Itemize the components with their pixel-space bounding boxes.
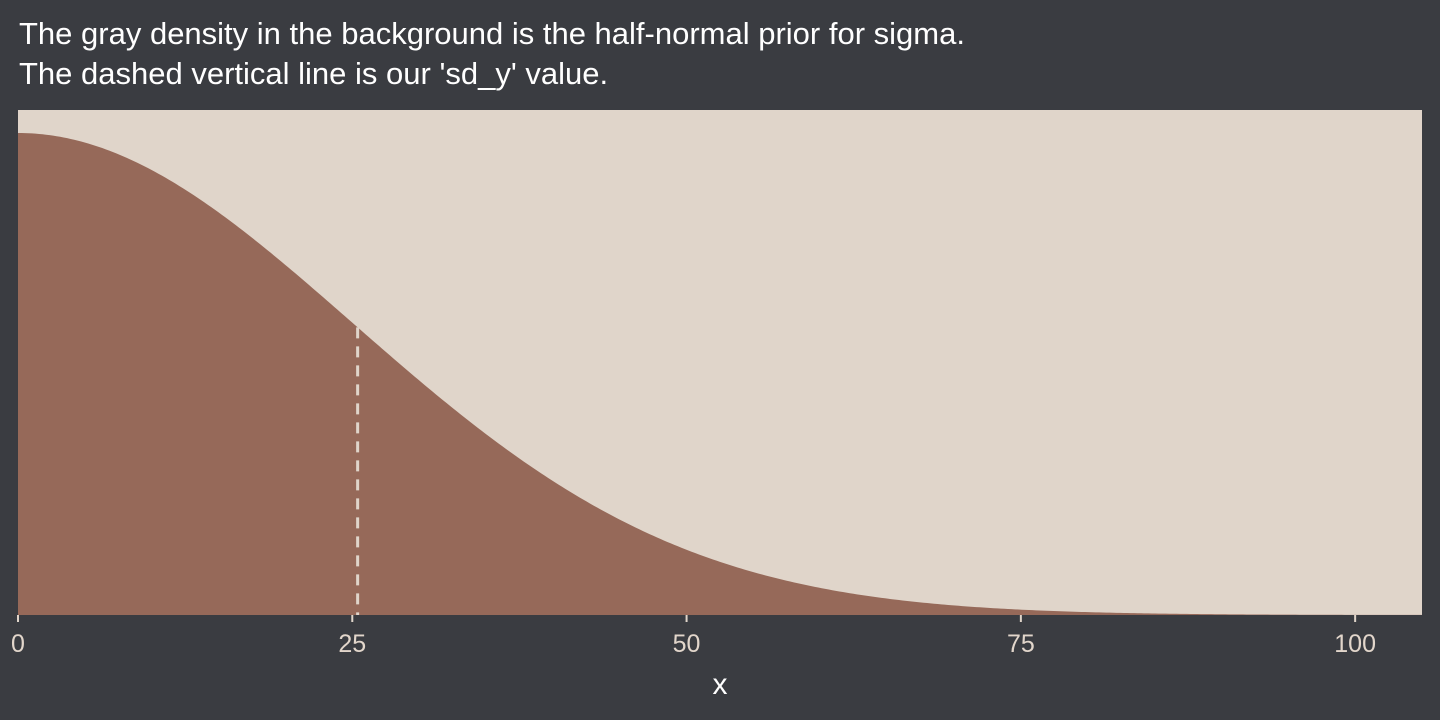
x-tick-label-0: 0 — [11, 630, 25, 658]
chart-title: The gray density in the background is th… — [19, 14, 965, 94]
x-tick-label-25: 25 — [338, 630, 366, 658]
x-tick-label-75: 75 — [1007, 630, 1035, 658]
x-tick-label-100: 100 — [1334, 630, 1376, 658]
x-axis-label: x — [713, 668, 728, 701]
title-line-1: The gray density in the background is th… — [19, 16, 965, 51]
x-axis-ticks: 0 25 50 75 100 — [11, 615, 1376, 658]
title-line-2: The dashed vertical line is our 'sd_y' v… — [19, 56, 609, 91]
density-area — [18, 133, 1422, 615]
x-tick-label-50: 50 — [673, 630, 701, 658]
